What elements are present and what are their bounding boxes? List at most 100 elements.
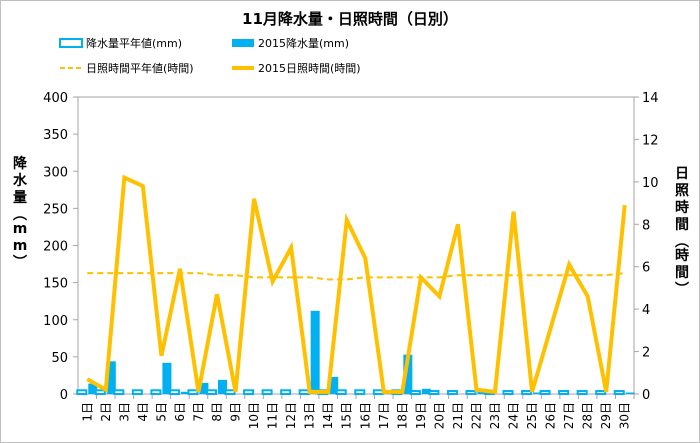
left-tick-label: 150 — [43, 277, 68, 292]
bar-normal-precip — [465, 390, 477, 395]
bar-precip-2015 — [218, 379, 227, 394]
bar-precip-2015 — [310, 310, 320, 394]
bar-normal-precip — [113, 389, 125, 396]
axis-title-char: ︶ — [674, 281, 689, 298]
axis-title-char: 降 — [13, 155, 28, 172]
bar-precip-2015 — [403, 354, 413, 394]
legend-label-precip-2015: 2015降水量(mm) — [258, 36, 349, 50]
legend-swatch-normal-precip — [59, 38, 83, 48]
x-tick-label: 14日 — [321, 402, 335, 429]
x-tick-label: 6日 — [173, 402, 187, 422]
x-tick-label: 9日 — [229, 402, 243, 422]
left-axis-ticks: 0 50 100 150 200 250 300 350 400 — [43, 91, 78, 403]
bar-normal-precip — [76, 389, 88, 396]
x-tick-label: 28日 — [581, 402, 595, 429]
axis-title-char: 量 — [13, 190, 27, 206]
bar-normal-precip — [446, 390, 458, 395]
axis-title-char: m — [13, 238, 28, 254]
bar-normal-precip — [576, 390, 588, 395]
line-series — [86, 174, 627, 395]
bar-normal-precip — [150, 389, 162, 396]
bar-normal-precip — [224, 389, 236, 396]
bar-normal-precip — [354, 389, 366, 396]
left-tick-label: 50 — [51, 351, 68, 366]
x-tick-label: 24日 — [507, 402, 521, 429]
axis-title-char: 間 — [675, 265, 689, 281]
x-tick-label: 10日 — [247, 402, 261, 429]
x-tick-label: 23日 — [488, 402, 502, 429]
left-tick-label: 100 — [43, 314, 68, 329]
x-tick-label: 20日 — [432, 402, 446, 429]
axis-title-char: ︶ — [12, 254, 27, 271]
x-tick-label: 19日 — [414, 402, 428, 429]
x-tick-label: 2日 — [99, 402, 113, 422]
left-tick-label: 200 — [43, 240, 68, 255]
bar-normal-precip — [131, 389, 143, 396]
x-tick-label: 18日 — [395, 402, 409, 429]
x-tick-label: 27日 — [562, 402, 576, 429]
x-tick-label: 16日 — [358, 402, 372, 429]
x-tick-label: 7日 — [191, 402, 205, 422]
bar-normal-precip — [372, 389, 384, 396]
legend-label-normal-precip: 降水量平年値(mm) — [86, 36, 182, 50]
axis-title-char: ︵ — [674, 234, 689, 250]
bar-precip-2015 — [199, 382, 209, 394]
bar-normal-precip — [409, 390, 421, 395]
bar-precip-2015 — [88, 383, 98, 394]
bar-normal-precip — [94, 389, 106, 396]
left-tick-label: 250 — [43, 202, 68, 217]
bar-precip-2015 — [421, 388, 431, 394]
bar-normal-precip — [298, 389, 310, 396]
bar-normal-precip — [428, 390, 440, 395]
legend-label-sunshine-2015: 2015日照時間(時間) — [258, 62, 361, 75]
axis-title-char: 間 — [675, 217, 689, 233]
x-tick-label: 4日 — [136, 402, 150, 422]
right-tick-label: 12 — [642, 133, 659, 148]
x-tick-label: 5日 — [154, 402, 168, 422]
x-tick-label: 3日 — [117, 402, 131, 422]
bar-normal-precip — [261, 389, 273, 396]
left-axis-title: 降水量︵mm︶ — [12, 155, 28, 271]
bar-normal-precip — [613, 390, 625, 395]
x-tick-label: 8日 — [210, 402, 224, 422]
bar-precip-2015 — [625, 392, 635, 394]
legend: 降水量平年値(mm) 2015降水量(mm) 日照時間平年値(時間) 2015日… — [59, 36, 361, 75]
right-axis-ticks: 0 2 4 6 8 10 12 14 — [634, 91, 659, 403]
bar-normal-precip — [521, 390, 533, 395]
axis-title-char: 水 — [13, 172, 28, 189]
legend-swatch-precip-2015 — [232, 39, 254, 47]
right-tick-label: 6 — [642, 261, 650, 276]
bar-normal-precip — [558, 390, 570, 395]
line-sunshine-2015 — [86, 174, 627, 395]
bar-normal-precip — [206, 389, 217, 396]
bar-precip-2015 — [533, 392, 543, 394]
x-axis-ticks: 1日 2日 3日 4日 5日 6日 7日 8日 9日 10日 11日 12日 13日 14日 15日 16日 1… — [80, 394, 635, 429]
left-tick-label: 0 — [60, 388, 68, 403]
bar-normal-precip — [335, 389, 347, 396]
x-tick-label: 29日 — [599, 402, 613, 429]
x-tick-label: 1日 — [80, 402, 94, 422]
axis-title-char: 時 — [675, 199, 689, 216]
bar-normal-precip — [187, 389, 199, 396]
bar-normal-precip — [502, 390, 514, 395]
x-tick-label: 15日 — [340, 402, 354, 429]
bar-normal-precip — [280, 389, 292, 396]
axis-title-char: 日 — [675, 166, 689, 182]
axis-title-char: ︵ — [12, 207, 27, 223]
axis-title-char: m — [13, 221, 28, 237]
bar-precip-2015 — [106, 361, 116, 394]
x-tick-label: 25日 — [525, 402, 539, 429]
bar-precip-2015 — [180, 391, 190, 394]
right-tick-label: 14 — [642, 91, 659, 106]
bar-precip-2015 — [329, 376, 339, 394]
x-tick-label: 22日 — [469, 402, 483, 429]
bar-normal-precip — [595, 390, 607, 395]
right-axis-title: 日照時間︵時間︶ — [674, 166, 689, 298]
bar-normal-precip — [243, 389, 255, 396]
right-tick-label: 8 — [642, 218, 650, 233]
left-tick-label: 400 — [43, 91, 68, 106]
right-tick-label: 0 — [642, 388, 650, 403]
left-tick-label: 300 — [43, 165, 68, 180]
